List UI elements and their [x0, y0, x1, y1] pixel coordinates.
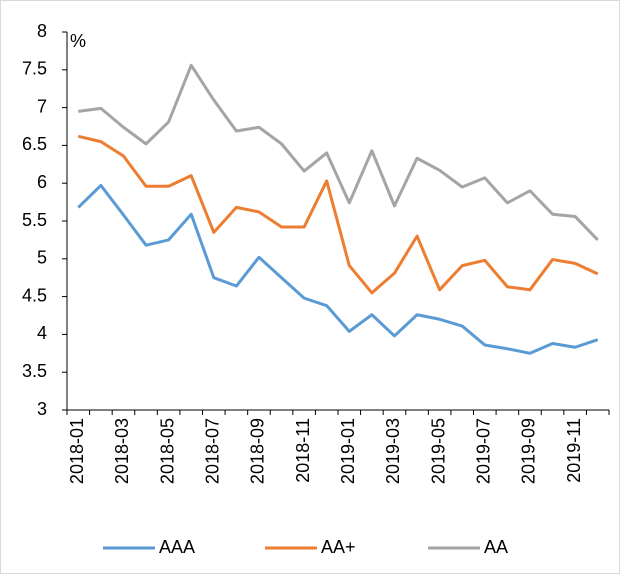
y-tick-label: 4	[37, 323, 47, 343]
y-tick-label: 6	[37, 172, 47, 192]
x-tick-label: 2019-05	[428, 418, 448, 484]
x-tick-label: 2019-07	[474, 418, 494, 484]
y-tick-label: 3	[37, 399, 47, 419]
x-tick-label: 2019-11	[564, 418, 584, 483]
legend-label: AA	[484, 537, 508, 557]
x-tick-label: 2018-11	[293, 418, 313, 483]
x-tick-label: 2018-05	[157, 418, 177, 484]
line-series	[78, 63, 599, 241]
y-tick-label: 7.5	[22, 59, 47, 79]
y-axis-label: %	[70, 31, 86, 51]
x-tick-label: 2018-09	[248, 418, 268, 484]
x-tick-label: 2019-01	[338, 418, 358, 484]
y-tick-label: 5	[37, 248, 47, 268]
y-tick-label: 3.5	[22, 361, 47, 381]
y-tick-label: 4.5	[22, 285, 47, 305]
x-tick-label: 2018-07	[203, 418, 223, 484]
x-tick-label: 2018-01	[67, 418, 87, 484]
legend-label: AAA	[159, 537, 195, 557]
y-tick-label: 8	[37, 21, 47, 41]
x-tick-label: 2019-09	[519, 418, 539, 484]
legend-label: AA+	[321, 537, 356, 557]
line-series	[77, 183, 599, 355]
y-tick-label: 6.5	[22, 134, 47, 154]
x-tick-label: 2019-03	[383, 418, 403, 484]
x-tick-label: 2018-03	[112, 418, 132, 484]
y-tick-label: 5.5	[22, 210, 47, 230]
y-tick-label: 7	[37, 96, 47, 116]
line-series	[77, 134, 599, 295]
